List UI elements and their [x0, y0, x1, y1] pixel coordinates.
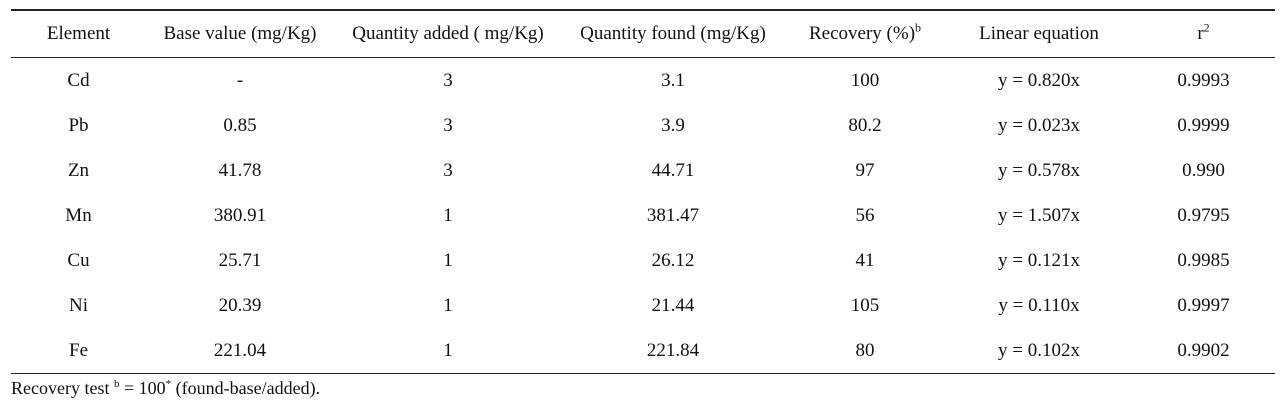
- cell-base-value: 25.71: [218, 249, 262, 271]
- cell-element: Fe: [69, 339, 88, 361]
- header-linear-equation: Linear equation: [979, 23, 1099, 44]
- cell-base-value: 0.85: [223, 114, 257, 136]
- cell-recovery: 80.2: [848, 114, 882, 136]
- table-row: Cd - 3 3.1 100 y = 0.820x 0.9993: [11, 58, 1275, 104]
- cell-quantity-added: 1: [443, 339, 453, 361]
- header-base-value: Base value (mg/Kg): [163, 23, 317, 44]
- table-footnote: Recovery test b = 100* (found-base/added…: [11, 378, 321, 398]
- header-row: Element Base value (mg/Kg) Quantity adde…: [11, 10, 1275, 58]
- cell-base-value: 221.04: [213, 339, 267, 361]
- cell-element: Zn: [67, 159, 90, 181]
- cell-recovery: 56: [855, 204, 875, 226]
- table-row: Fe 221.04 1 221.84 80 y = 0.102x 0.9902: [11, 328, 1275, 374]
- cell-quantity-added: 1: [443, 249, 453, 271]
- cell-element: Ni: [69, 294, 88, 316]
- cell-quantity-added: 1: [443, 294, 453, 316]
- cell-quantity-found: 44.71: [651, 159, 695, 181]
- table-row: Cu 25.71 1 26.12 41 y = 0.121x 0.9985: [11, 238, 1275, 283]
- table-row: Ni 20.39 1 21.44 105 y = 0.110x 0.9997: [11, 283, 1275, 328]
- cell-base-value: 20.39: [218, 294, 262, 316]
- cell-r-squared: 0.990: [1182, 159, 1225, 181]
- cell-base-value: 380.91: [213, 204, 267, 226]
- cell-r-squared: 0.9993: [1177, 69, 1230, 91]
- header-quantity-added: Quantity added ( mg/Kg): [352, 23, 544, 44]
- cell-r-squared: 0.9795: [1177, 204, 1230, 226]
- cell-recovery: 105: [850, 294, 880, 316]
- cell-base-value: 41.78: [218, 159, 262, 181]
- table-row: Zn 41.78 3 44.71 97 y = 0.578x 0.990: [11, 148, 1275, 193]
- header-quantity-found: Quantity found (mg/Kg): [580, 23, 766, 44]
- header-recovery: Recovery (%)b: [808, 20, 922, 44]
- cell-linear-equation: y = 0.820x: [998, 69, 1080, 91]
- cell-recovery: 100: [850, 69, 880, 91]
- cell-quantity-added: 3: [443, 69, 453, 91]
- cell-quantity-added: 3: [443, 114, 453, 136]
- header-r-squared: r2: [1197, 20, 1210, 44]
- cell-r-squared: 0.9985: [1177, 249, 1230, 271]
- cell-element: Cu: [67, 249, 90, 271]
- cell-linear-equation: y = 0.121x: [998, 249, 1080, 271]
- cell-recovery: 80: [855, 339, 875, 361]
- cell-quantity-found: 3.9: [661, 114, 685, 136]
- table-row: Pb 0.85 3 3.9 80.2 y = 0.023x 0.9999: [11, 103, 1275, 148]
- cell-r-squared: 0.9999: [1177, 114, 1230, 136]
- cell-linear-equation: y = 1.507x: [998, 204, 1080, 226]
- cell-element: Pb: [68, 114, 89, 136]
- recovery-table-container: Element Base value (mg/Kg) Quantity adde…: [11, 9, 1275, 374]
- cell-element: Mn: [65, 204, 92, 226]
- cell-quantity-found: 3.1: [661, 69, 685, 91]
- cell-quantity-added: 3: [443, 159, 453, 181]
- cell-quantity-found: 26.12: [651, 249, 695, 271]
- cell-r-squared: 0.9902: [1177, 339, 1230, 361]
- cell-quantity-added: 1: [443, 204, 453, 226]
- cell-linear-equation: y = 0.102x: [998, 339, 1080, 361]
- cell-linear-equation: y = 0.578x: [998, 159, 1080, 181]
- cell-linear-equation: y = 0.023x: [998, 114, 1080, 136]
- table-body: Cd - 3 3.1 100 y = 0.820x 0.9993 Pb 0.85 3 3.9 80.2…: [11, 58, 1275, 374]
- header-element: Element: [46, 23, 111, 44]
- recovery-table: Element Base value (mg/Kg) Quantity adde…: [11, 9, 1275, 374]
- cell-recovery: 41: [855, 249, 875, 271]
- cell-linear-equation: y = 0.110x: [998, 294, 1080, 316]
- cell-quantity-found: 221.84: [646, 339, 700, 361]
- table-row: Mn 380.91 1 381.47 56 y = 1.507x 0.9795: [11, 193, 1275, 238]
- cell-quantity-found: 21.44: [651, 294, 695, 316]
- cell-element: Cd: [67, 69, 90, 91]
- cell-base-value: -: [236, 69, 244, 91]
- table-header: Element Base value (mg/Kg) Quantity adde…: [11, 10, 1275, 58]
- cell-quantity-found: 381.47: [646, 204, 700, 226]
- cell-r-squared: 0.9997: [1177, 294, 1230, 316]
- cell-recovery: 97: [855, 159, 875, 181]
